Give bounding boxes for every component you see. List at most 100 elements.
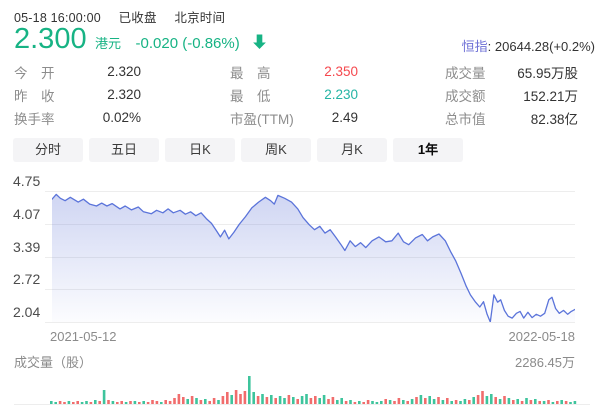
volume-bar	[226, 392, 229, 404]
volume-bar	[534, 399, 537, 404]
volume-bar	[300, 396, 304, 404]
volume-bar	[388, 400, 392, 404]
stat-high: 最 高 2.350	[230, 60, 358, 83]
volume-bar	[318, 398, 321, 404]
volume-bar	[380, 401, 383, 404]
volume-bar	[120, 401, 123, 404]
volume-bar	[107, 400, 110, 404]
volume-bar	[529, 400, 533, 404]
volume-bar	[129, 401, 132, 404]
stats-column-1: 今 开 2.320 昨 收 2.320 换手率 0.02%	[14, 60, 141, 129]
x-start-date: 2021-05-12	[50, 329, 117, 344]
volume-bar	[353, 402, 357, 404]
stat-low: 最 低 2.230	[230, 83, 358, 106]
index-link[interactable]: 恒指	[461, 39, 488, 54]
volume-bar	[459, 401, 462, 404]
volume-bar	[419, 395, 423, 404]
volume-bar	[252, 392, 255, 404]
volume-bar	[80, 402, 84, 404]
gridline-4.75	[45, 191, 575, 192]
volume-bar	[151, 400, 154, 404]
volume-bar	[195, 398, 198, 404]
volume-bar	[340, 398, 343, 404]
stat-amount: 成交额 152.21万	[445, 83, 578, 106]
volume-bar	[516, 399, 519, 404]
volume-bar	[182, 397, 185, 404]
index-quote: 恒指: 20644.28(+0.2%)	[462, 36, 595, 55]
volume-bar	[168, 401, 172, 404]
volume-bar	[476, 395, 480, 404]
volume-bar	[278, 396, 282, 404]
volume-bar	[190, 396, 194, 404]
volume-bar	[463, 399, 467, 404]
volume-bar	[261, 394, 264, 404]
tab-weekly-k[interactable]: 周K	[241, 138, 311, 162]
volume-bar	[564, 401, 568, 404]
period-tabs: 分时 五日 日K 周K 月K 1年	[13, 138, 463, 162]
volume-bar	[177, 394, 181, 404]
volume-baseline	[14, 404, 590, 405]
price-chart-plot[interactable]	[52, 191, 575, 322]
volume-bar	[424, 398, 427, 404]
stat-prev-close: 昨 收 2.320	[14, 83, 141, 106]
volume-bar	[384, 399, 387, 404]
volume-bar	[538, 401, 541, 404]
volume-bar	[133, 401, 137, 404]
volume-bar	[265, 397, 269, 404]
volume-bar	[243, 391, 247, 404]
index-value: : 20644.28(+0.2%)	[487, 39, 595, 54]
volume-bar	[173, 398, 176, 404]
tab-5day[interactable]: 五日	[89, 138, 159, 162]
volume-bar	[322, 395, 326, 404]
stat-open-value: 2.320	[107, 64, 141, 79]
volume-bar	[186, 399, 189, 404]
timezone-label: 北京时间	[174, 11, 226, 25]
stat-open: 今 开 2.320	[14, 60, 141, 83]
volume-bar	[67, 401, 71, 404]
price-row: 2.300 港元 -0.020 (-0.86%) 恒指: 20644.28(+0…	[14, 24, 595, 56]
stat-prev-close-label: 昨 收	[14, 88, 55, 104]
volume-bar	[432, 399, 436, 404]
volume-bar	[94, 400, 97, 404]
stat-pe-ttm: 市盈(TTM) 2.49	[230, 106, 358, 129]
volume-bar	[485, 396, 489, 404]
stat-open-label: 今 开	[14, 65, 55, 81]
stats-grid: 今 开 2.320 昨 收 2.320 换手率 0.02% 最 高 2.350 …	[0, 60, 604, 132]
volume-bar	[160, 402, 163, 404]
volume-bar	[446, 398, 449, 404]
stat-amount-label: 成交额	[445, 88, 486, 104]
tab-minute[interactable]: 分时	[13, 138, 83, 162]
volume-bar	[441, 400, 445, 404]
volume-bar	[503, 396, 506, 404]
volume-bar	[248, 376, 251, 404]
volume-bar	[204, 399, 207, 404]
tab-1year[interactable]: 1年	[393, 138, 463, 162]
tab-monthly-k[interactable]: 月K	[317, 138, 387, 162]
tab-daily-k[interactable]: 日K	[165, 138, 235, 162]
y-tick-3.39: 3.39	[13, 238, 41, 255]
stat-volume-value: 65.95万股	[517, 65, 578, 81]
stat-low-value: 2.230	[324, 87, 358, 102]
volume-bar	[85, 401, 88, 404]
current-price: 2.300	[14, 23, 87, 55]
volume-bar	[344, 401, 348, 404]
stat-pe-ttm-label: 市盈(TTM)	[230, 111, 294, 127]
volume-bar	[89, 402, 93, 404]
stat-turnover-rate-label: 换手率	[14, 111, 55, 127]
volume-bar	[287, 395, 291, 404]
volume-bar	[569, 402, 572, 404]
y-tick-2.04: 2.04	[13, 304, 41, 320]
stat-high-value: 2.350	[324, 64, 358, 79]
stats-column-3: 成交量 65.95万股 成交额 152.21万 总市值 82.38亿	[445, 60, 578, 129]
volume-bar	[547, 400, 550, 404]
volume-bar	[54, 402, 57, 404]
volume-bar	[63, 402, 66, 404]
volume-bar	[146, 402, 150, 404]
volume-bar	[542, 401, 546, 404]
volume-bar	[410, 399, 414, 404]
stat-market-cap: 总市值 82.38亿	[445, 106, 578, 129]
volume-bar	[472, 397, 475, 404]
volume-bar	[116, 402, 119, 404]
volume-bar	[234, 390, 238, 404]
